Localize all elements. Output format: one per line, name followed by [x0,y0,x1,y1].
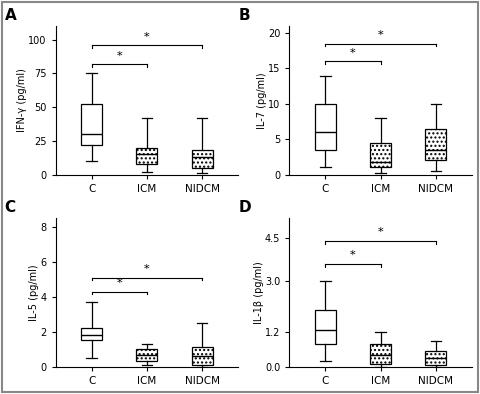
PathPatch shape [81,104,102,145]
Text: A: A [5,8,16,23]
Text: *: * [116,278,122,288]
Text: *: * [378,227,384,237]
PathPatch shape [315,104,336,150]
Text: B: B [239,8,250,23]
PathPatch shape [81,328,102,340]
PathPatch shape [192,348,213,365]
PathPatch shape [315,310,336,344]
Text: *: * [144,32,150,42]
PathPatch shape [136,349,157,361]
PathPatch shape [370,344,391,364]
Text: *: * [350,250,356,260]
Text: C: C [5,200,16,215]
Text: D: D [239,200,251,215]
Y-axis label: IL-7 (pg/ml): IL-7 (pg/ml) [257,72,266,128]
Text: *: * [350,48,356,58]
PathPatch shape [370,143,391,167]
PathPatch shape [425,351,446,365]
PathPatch shape [136,147,157,164]
Text: *: * [116,51,122,61]
Y-axis label: IL-1β (pg/ml): IL-1β (pg/ml) [253,261,264,324]
Y-axis label: IFN-γ (pg/ml): IFN-γ (pg/ml) [17,68,27,132]
PathPatch shape [192,150,213,168]
Text: *: * [378,30,384,40]
Text: *: * [144,264,150,274]
Y-axis label: IL-5 (pg/ml): IL-5 (pg/ml) [29,264,39,321]
PathPatch shape [425,128,446,160]
